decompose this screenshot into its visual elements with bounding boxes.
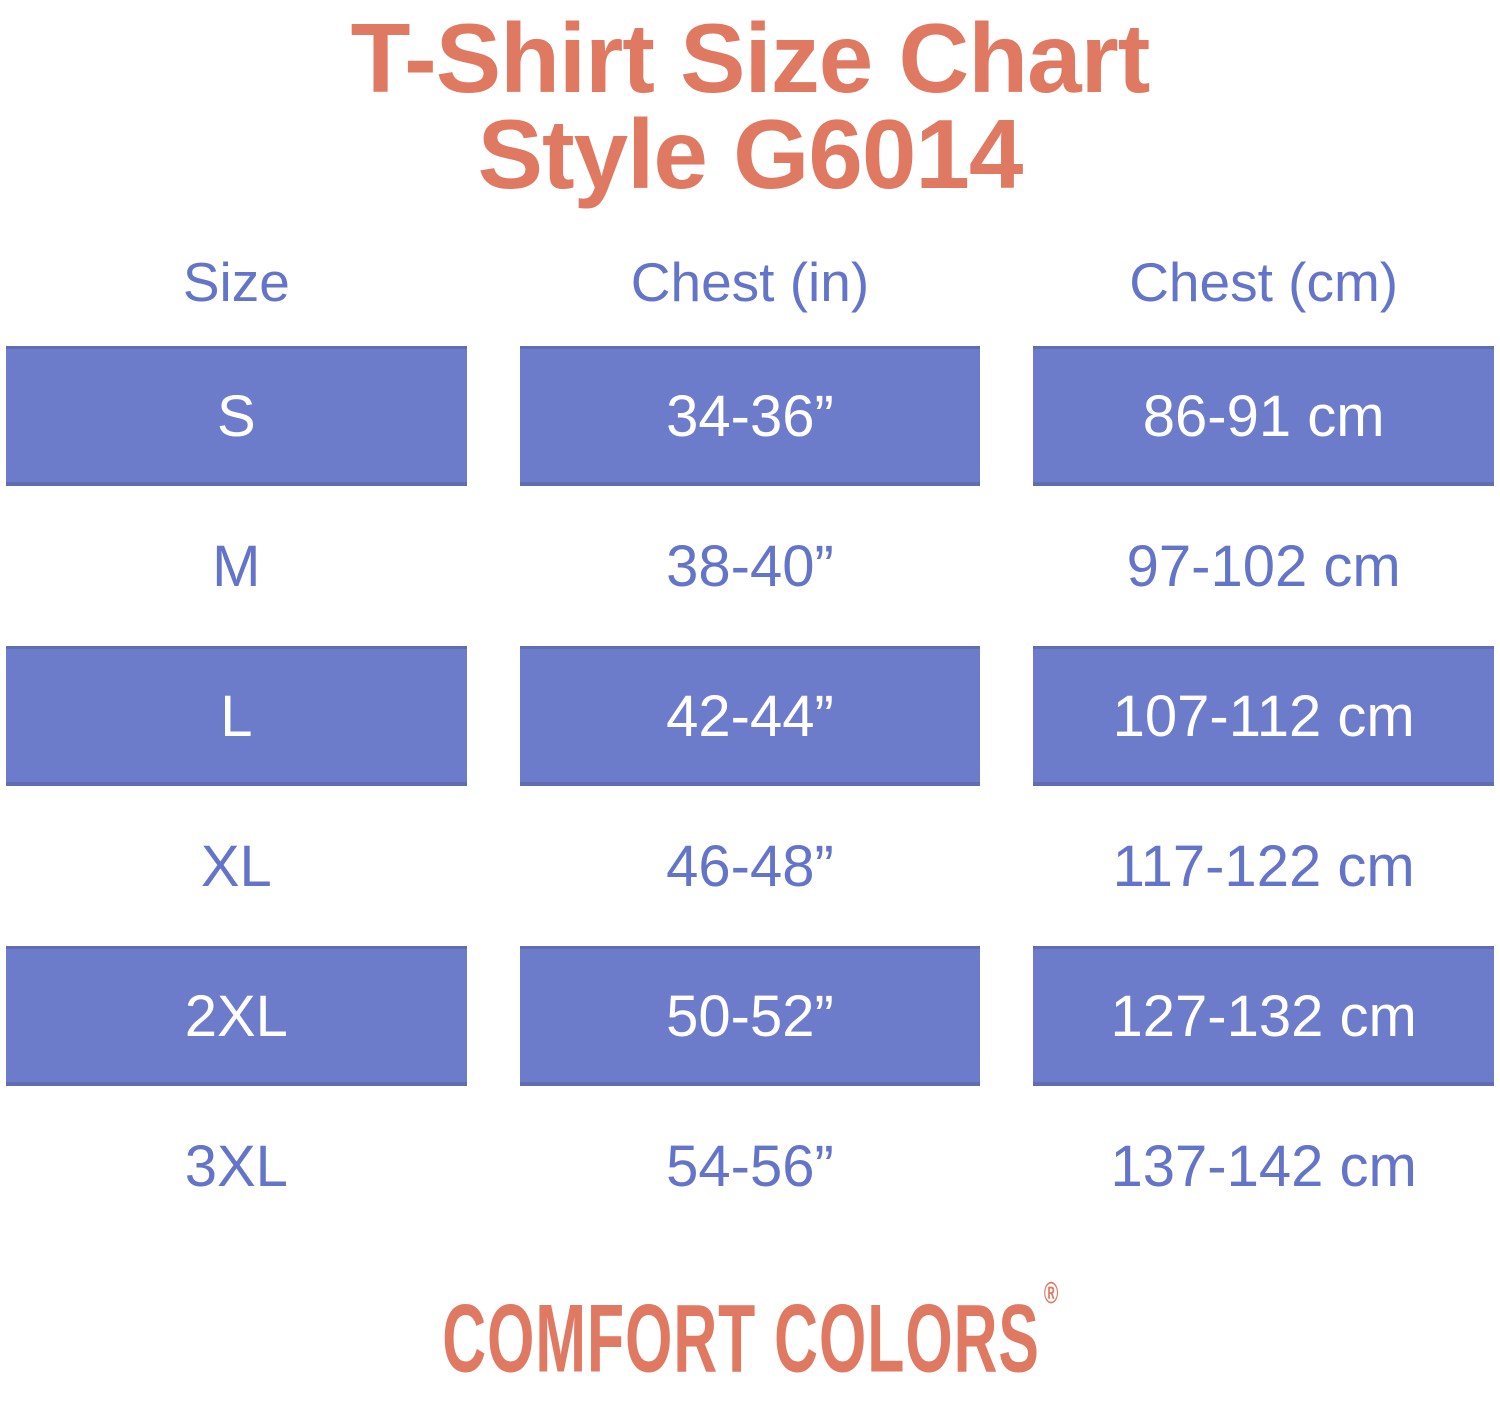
size-cell: 3XL [184, 1133, 288, 1199]
chest-cm-cell: 127-132 cm [1033, 946, 1494, 1087]
size-cell: 2XL [6, 946, 467, 1087]
size-cell: XL [200, 833, 272, 899]
chest-cm-cell: 137-142 cm [1110, 1133, 1417, 1199]
title-line-1: T-Shirt Size Chart [350, 3, 1151, 113]
table-header-row: Size Chest (in) Chest (cm) [6, 250, 1494, 313]
chest-in-cell: 54-56” [666, 1133, 834, 1199]
column-header-chest-in: Chest (in) [630, 251, 870, 314]
page-title: T-Shirt Size Chart Style G6014 [0, 0, 1500, 203]
size-cell: S [6, 346, 467, 487]
size-table: S 34-36” 86-91 cm M 38-40” 97-102 cm L 4… [6, 346, 1494, 1236]
chest-in-cell: 34-36” [519, 346, 981, 487]
chest-cm-cell: 107-112 cm [1033, 646, 1494, 787]
chest-cm-cell: 97-102 cm [1126, 533, 1401, 599]
chest-in-cell: 38-40” [666, 533, 834, 599]
size-cell: M [212, 533, 261, 599]
brand-logo-text-wrap: COMFORT COLORS ® [442, 1277, 1058, 1395]
chest-in-cell: 42-44” [519, 646, 981, 787]
chest-cm-cell: 117-122 cm [1112, 833, 1415, 899]
column-header-chest-cm: Chest (cm) [1129, 251, 1399, 314]
chest-in-cell: 50-52” [519, 946, 981, 1087]
size-cell: L [6, 646, 467, 787]
brand-logo: COMFORT COLORS ® [0, 1277, 1500, 1393]
chest-in-cell: 46-48” [666, 833, 834, 899]
registered-trademark-icon: ® [1043, 1277, 1059, 1312]
chest-cm-cell: 86-91 cm [1033, 346, 1494, 487]
column-header-size: Size [182, 251, 290, 314]
title-line-2: Style G6014 [477, 99, 1024, 210]
brand-name: COMFORT COLORS [441, 1286, 1040, 1394]
